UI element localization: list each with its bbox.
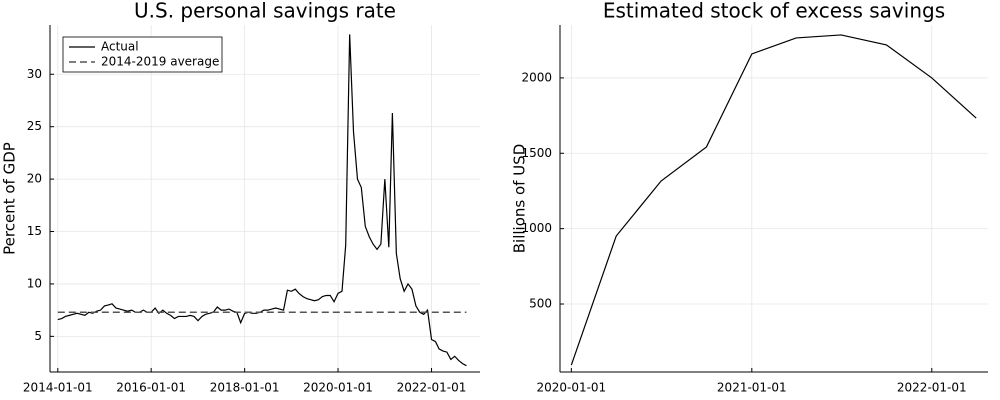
x-tick-label: 2018-01-01	[210, 381, 280, 395]
y-tick-label: 5	[34, 329, 42, 343]
x-tick-label: 2022-01-01	[897, 381, 967, 395]
y-tick-label: 20	[27, 172, 42, 186]
x-tick-label: 2014-01-01	[23, 381, 93, 395]
y-tick-label: 500	[529, 297, 552, 311]
y-tick-label: 25	[27, 119, 42, 133]
y-tick-label: 1000	[521, 221, 552, 235]
data-line	[57, 34, 467, 367]
legend-label: 2014-2019 average	[101, 55, 219, 69]
x-tick-label: 2021-01-01	[717, 381, 787, 395]
y-tick-label: 30	[27, 67, 42, 81]
y-tick-label: 2000	[521, 70, 552, 84]
legend-box	[62, 36, 223, 73]
y-tick-label: 10	[27, 276, 42, 290]
legend-label: Actual	[101, 40, 139, 54]
chart-title: U.S. personal savings rate	[134, 0, 396, 23]
x-tick-label: 2022-01-01	[397, 381, 467, 395]
x-tick-label: 2020-01-01	[303, 381, 373, 395]
y-tick-label: 15	[27, 224, 42, 238]
y-axis-label: Percent of GDP	[1, 142, 19, 255]
y-tick-label: 1500	[521, 146, 552, 160]
data-line	[570, 34, 977, 366]
x-tick-label: 2020-01-01	[536, 381, 606, 395]
x-tick-label: 2016-01-01	[116, 381, 186, 395]
chart-title: Estimated stock of excess savings	[603, 0, 945, 23]
y-axis-label: Billions of USD	[511, 144, 529, 254]
